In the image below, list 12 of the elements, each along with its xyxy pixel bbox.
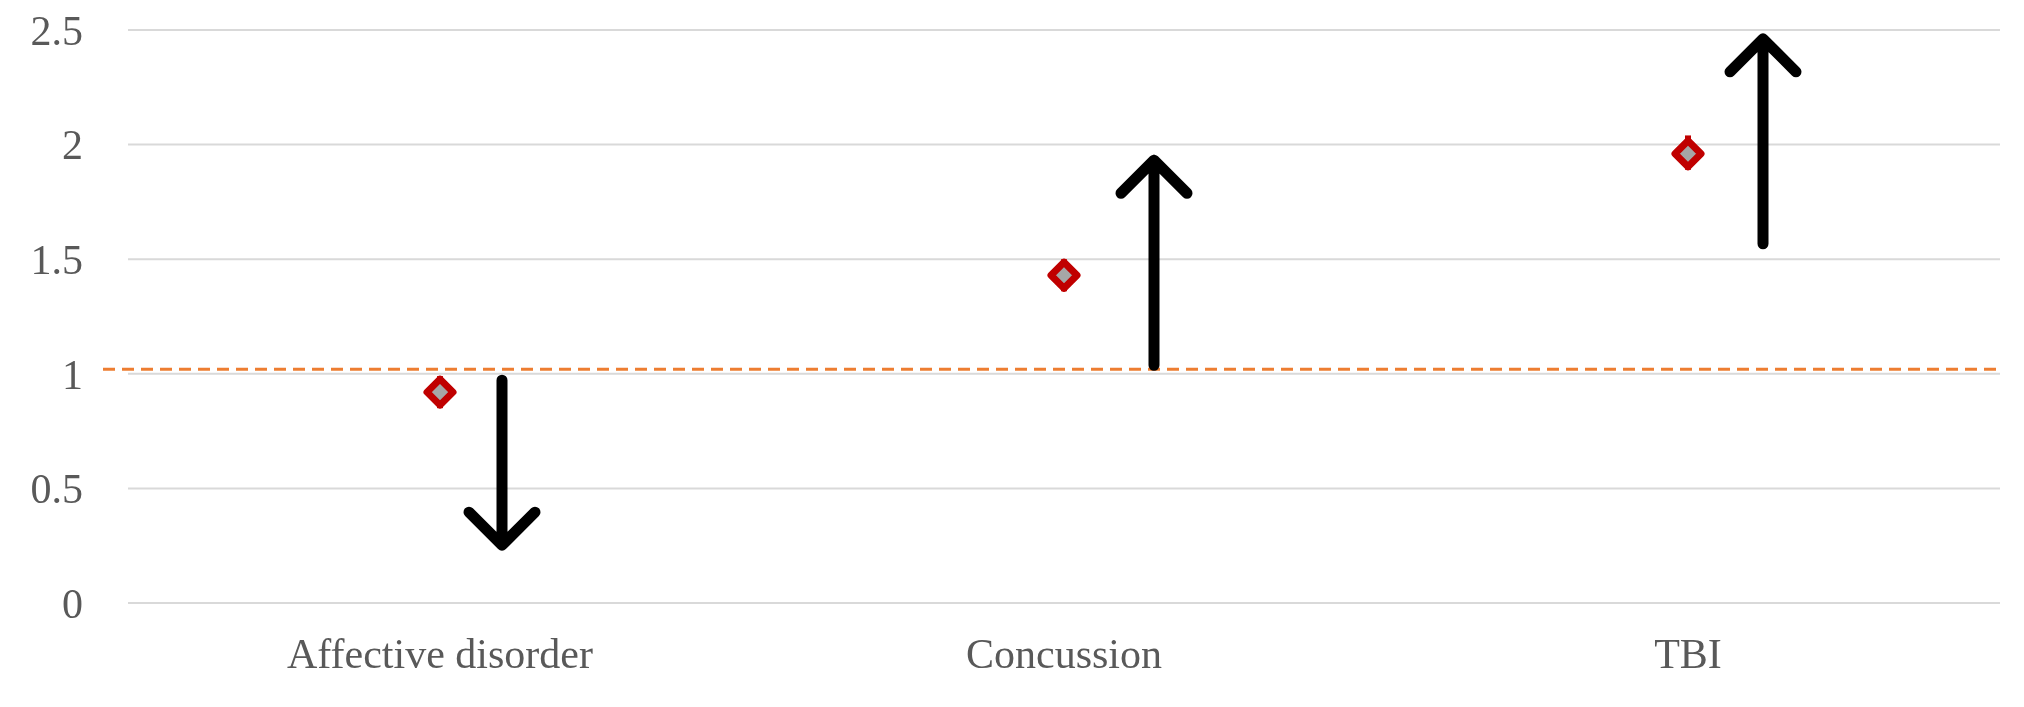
x-tick-label: Affective disorder <box>287 631 593 677</box>
y-tick-label: 2.5 <box>30 7 83 54</box>
y-tick-label: 0.5 <box>30 466 83 513</box>
y-tick-label: 1 <box>62 351 83 398</box>
y-tick-label: 1.5 <box>30 236 83 283</box>
point <box>1047 258 1081 292</box>
y-tick-label: 0 <box>62 580 83 627</box>
y-tick-label: 2 <box>62 122 83 169</box>
point <box>423 375 457 409</box>
point <box>1671 137 1705 171</box>
x-tick-label: TBI <box>1654 631 1722 677</box>
x-tick-label: Concussion <box>965 631 1163 677</box>
